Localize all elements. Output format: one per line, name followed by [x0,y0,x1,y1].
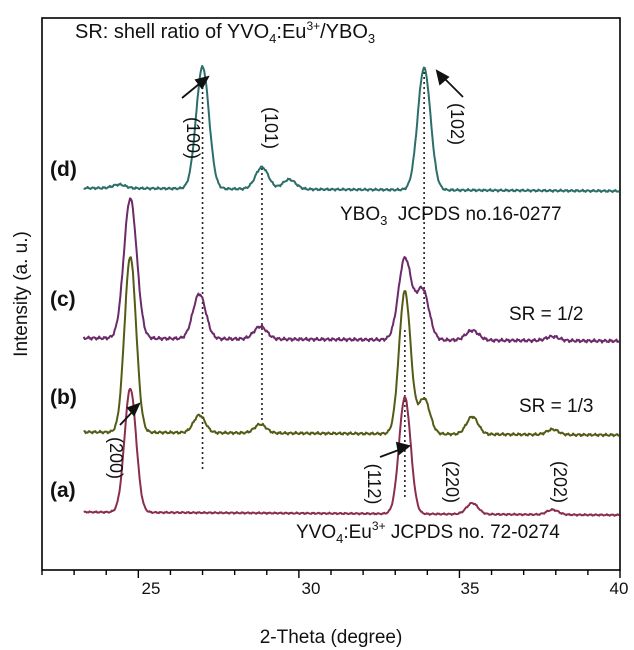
hkl-label-200: (200) [106,437,126,479]
hkl-label-202: (202) [550,461,570,503]
series-line-a [83,387,620,517]
series-line-d [83,64,620,193]
annotation-c: SR = 1/2 [509,304,583,325]
title-sub-1: 4 [269,31,276,46]
arrow-112-head [395,441,411,456]
x-axis-title: 2-Theta (degree) [260,627,403,648]
series-label-a: (a) [50,479,76,502]
title-pre: SR: shell ratio of YVO [75,21,269,43]
series-label-b: (b) [50,386,77,409]
annotation-a: YVO4:Eu3+ JCPDS no. 72-0274 [296,519,560,546]
hkl-label-102: (102) [447,103,467,145]
title-sub-2: 3 [368,31,375,46]
annotation-d-sub: 3 [380,213,387,228]
annotation-a-mid: :Eu [343,522,372,543]
plot-frame [41,17,621,571]
annotation-a-sub: 4 [336,531,343,546]
annotation-b: SR = 1/3 [519,396,593,417]
arrow-100-head [194,75,210,90]
hkl-label-220: (220) [442,461,462,503]
annotation-d-pre: YBO [340,204,380,225]
x-tick-label-35: 35 [461,579,480,598]
peak-arrows [119,69,464,458]
hkl-label-112: (112) [364,464,384,505]
x-axis-ticks [41,570,621,578]
x-tick-label-40: 40 [610,579,629,598]
x-tick-label-30: 30 [302,579,321,598]
annotation-d-post: JCPDS no.16-0277 [387,204,561,225]
arrow-102-head [435,69,450,86]
arrow-200-head [126,402,141,417]
y-axis-title: Intensity (a. u.) [11,231,32,357]
series-line-b [83,256,620,438]
chart-title: SR: shell ratio of YVO4:Eu3+/YBO3 [75,19,375,46]
hkl-label-100: (100) [183,117,203,159]
series-traces [82,64,621,517]
series-label-c: (c) [50,288,76,311]
reference-lines [201,72,425,500]
annotation-a-post: JCPDS no. 72-0274 [386,522,561,543]
x-tick-label-25: 25 [142,579,161,598]
title-mid2: /YBO [320,21,368,43]
annotation-d: YBO3 JCPDS no.16-0277 [340,204,562,228]
series-line-c [82,197,621,344]
annotation-a-sup: 3+ [372,519,386,533]
hkl-label-101: (101) [261,107,281,149]
title-mid: :Eu [276,21,306,43]
title-sup: 3+ [306,19,320,33]
series-label-d: (d) [50,158,77,181]
annotation-a-pre: YVO [296,522,336,543]
